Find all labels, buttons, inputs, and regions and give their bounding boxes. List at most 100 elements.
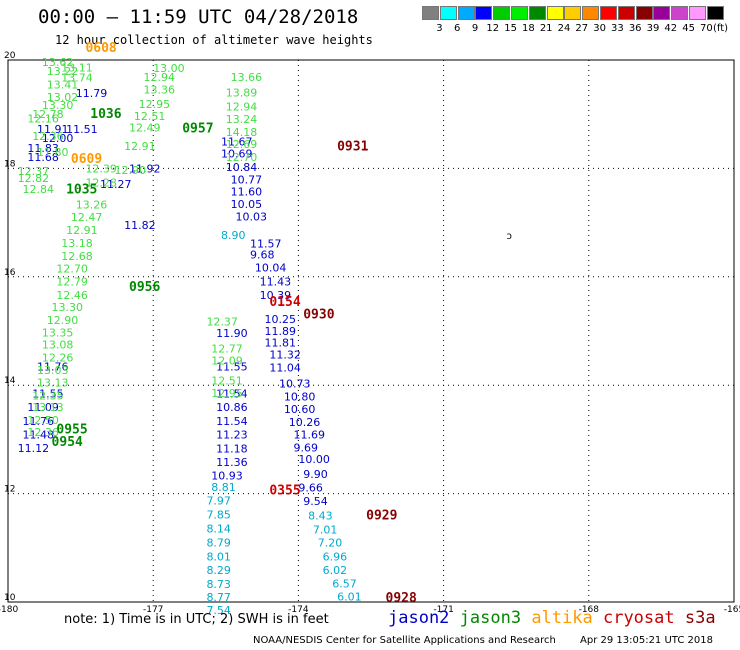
chart-subtitle: 12 hour collection of altimeter wave hei… — [55, 33, 373, 47]
wave-height-point: 8.14 — [206, 523, 231, 536]
plot-frame — [7, 59, 735, 603]
wave-height-point: 7.97 — [206, 494, 231, 507]
satellite-legend: jason2 jason3 altika cryosat s3a — [388, 608, 716, 628]
wave-height-point: 10.84 — [226, 161, 257, 174]
wave-height-point: 8.73 — [206, 578, 231, 591]
wave-height-point: 10.25 — [265, 313, 297, 326]
wave-height-point: 10.86 — [216, 401, 248, 414]
satellite-label-cryosat: cryosat — [602, 608, 685, 628]
wave-height-point: 12.70 — [226, 151, 257, 164]
wave-height-point: 10.93 — [211, 470, 243, 483]
wave-height-point: 13.30 — [52, 301, 83, 314]
wave-height-point: 11.76 — [23, 415, 55, 428]
wave-height-point: 7.54 — [206, 604, 231, 617]
wave-height-point: 11.55 — [32, 388, 64, 401]
wave-height-point: 12.69 — [226, 138, 257, 151]
wave-height-point: 11.92 — [129, 163, 161, 176]
legend-swatch — [493, 6, 511, 20]
legend-label: 24 — [557, 23, 571, 34]
wave-height-point: 11.60 — [231, 186, 263, 199]
legend-label: 27 — [575, 23, 589, 34]
wave-height-point: 10.73 — [279, 377, 311, 390]
wave-height-point: 10.60 — [284, 403, 316, 416]
legend-swatch — [457, 6, 475, 20]
wave-height-point: 8.79 — [206, 537, 231, 550]
wave-height-point: 13.30 — [42, 99, 74, 112]
wave-height-point: 12.36 — [27, 426, 59, 439]
wave-height-point: 12.51 — [134, 110, 166, 123]
x-tick-label: -171 — [433, 605, 453, 615]
wave-height-point: 12.91 — [66, 224, 98, 237]
wave-height-point: 11.43 — [260, 275, 292, 288]
wave-height-point: 9.68 — [250, 248, 275, 261]
wave-height-point: 10.77 — [231, 174, 263, 187]
wave-height-point: 11.12 — [18, 442, 50, 455]
x-tick-label: -168 — [579, 605, 600, 615]
x-tick-label: -177 — [143, 605, 163, 615]
wave-height-point: 13.36 — [144, 84, 176, 97]
wave-height-point: 11.68 — [27, 151, 59, 164]
x-tick-label: -174 — [288, 605, 309, 615]
wave-height-point: 6.02 — [323, 564, 348, 577]
wave-height-point: 11.54 — [216, 415, 248, 428]
wave-height-point: 12.95 — [139, 98, 171, 111]
wave-height-point: 11.54 — [216, 388, 248, 401]
legend-label: 33 — [611, 23, 624, 34]
wave-height-point: 12.77 — [211, 343, 243, 356]
wave-height-point: 11.57 — [250, 238, 282, 251]
wave-height-point: 14.18 — [226, 126, 257, 139]
wave-height-point: 12.68 — [61, 250, 93, 263]
wave-height-point: 12.36 — [32, 130, 64, 143]
wave-height-point: 13.11 — [61, 61, 93, 74]
legend-swatch — [689, 6, 706, 20]
wave-height-point: 13.66 — [231, 71, 263, 84]
pass-time-label: 0931 — [337, 140, 368, 155]
credit-date: Apr 29 13:05:21 UTC 2018 — [580, 635, 713, 646]
wave-height-point: 11.23 — [216, 428, 248, 441]
legend-swatch — [422, 6, 439, 20]
wave-height-point: 11.36 — [216, 456, 248, 469]
y-tick-label: 14 — [4, 376, 16, 386]
legend-label: 18 — [522, 23, 535, 34]
wave-height-point: 7.85 — [206, 509, 231, 522]
wave-height-point: 12.26 — [42, 351, 74, 364]
wave-height-point: 12.95 — [211, 387, 243, 400]
wave-height-point: 10.05 — [231, 198, 263, 211]
legend-swatch — [439, 6, 457, 20]
wave-height-point: 10.69 — [221, 148, 253, 161]
wave-height-point: 9.66 — [298, 481, 323, 494]
pass-time-label: 1036 — [90, 107, 121, 122]
wave-height-point: 12.91 — [124, 140, 156, 153]
wave-height-point: 13.03 — [37, 364, 69, 377]
wave-height-point: 10.39 — [260, 289, 292, 302]
wave-height-point: 7.20 — [318, 537, 343, 550]
legend-label: 3 — [436, 23, 443, 34]
pass-time-label: 0154 — [269, 295, 300, 310]
wave-height-point: 13.00 — [153, 62, 185, 75]
wave-height-point: 11.51 — [66, 123, 98, 136]
pass-time-label: 0929 — [366, 509, 397, 524]
wave-height-point: 6.57 — [332, 577, 357, 590]
wave-height-point: 12.49 — [129, 122, 161, 135]
wave-height-point: 12.46 — [56, 289, 88, 302]
wave-height-point: 12.47 — [71, 211, 103, 224]
wave-height-point: 12.00 — [42, 132, 74, 145]
legend-label: 6 — [454, 23, 461, 34]
legend-unit: (ft) — [713, 23, 729, 34]
wave-height-point: 11.18 — [216, 442, 248, 455]
wave-height-point: 11.76 — [37, 361, 69, 374]
wave-height-point: 11.90 — [216, 327, 248, 340]
y-tick-label: 16 — [4, 268, 16, 278]
wave-height-point: 11.48 — [23, 428, 55, 441]
wave-height-point: 12.90 — [114, 164, 146, 177]
wave-height-point: 13.35 — [42, 326, 74, 339]
x-tick-label: -180 — [0, 605, 18, 615]
wave-height-point: 13.02 — [47, 91, 79, 104]
wave-height-point: 11.69 — [294, 428, 326, 441]
legend-swatch — [528, 6, 546, 20]
wave-height-point: 12.90 — [47, 314, 79, 327]
credit-text: NOAA/NESDIS Center for Satellite Applica… — [253, 635, 556, 646]
wave-height-point: 11.04 — [269, 362, 301, 375]
legend-swatch — [564, 6, 582, 20]
legend-swatch — [635, 6, 653, 20]
